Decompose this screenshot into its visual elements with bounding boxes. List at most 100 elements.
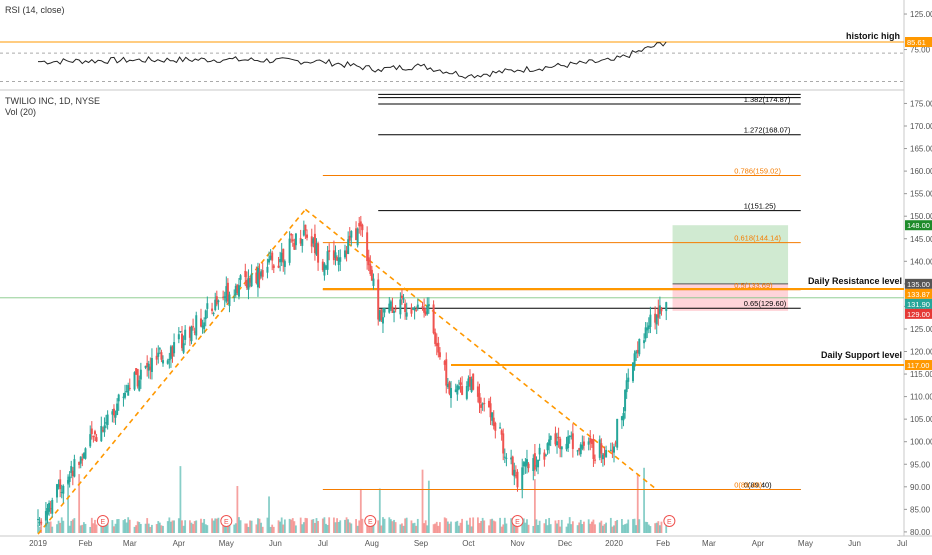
candle-body[interactable] xyxy=(412,307,415,310)
earnings-event-icon[interactable] xyxy=(511,515,524,527)
candle-body[interactable] xyxy=(46,508,49,515)
candle-body[interactable] xyxy=(587,441,590,445)
candle-body[interactable] xyxy=(206,303,209,309)
candle-body[interactable] xyxy=(658,305,661,314)
candle-body[interactable] xyxy=(446,383,449,387)
candle-body[interactable] xyxy=(116,403,119,415)
candle-body[interactable] xyxy=(560,446,563,450)
candle-body[interactable] xyxy=(260,271,263,277)
candle-body[interactable] xyxy=(139,369,142,380)
candle-body[interactable] xyxy=(244,270,247,278)
candle-body[interactable] xyxy=(105,422,108,424)
candle-body[interactable] xyxy=(533,453,536,470)
candle-body[interactable] xyxy=(92,436,95,438)
time-axis[interactable]: 2019 Feb Mar Apr May Jun Jul Aug Sep Oct Nov Dec 202… xyxy=(0,535,932,548)
candle-body[interactable] xyxy=(426,305,429,315)
candle-body[interactable] xyxy=(405,312,408,317)
candle-body[interactable] xyxy=(644,327,647,339)
candle-body[interactable] xyxy=(190,326,193,342)
candle-body[interactable] xyxy=(277,265,280,268)
candle-body[interactable] xyxy=(581,444,584,449)
candle-body[interactable] xyxy=(321,261,324,271)
candle-body[interactable] xyxy=(237,285,240,297)
candle-body[interactable] xyxy=(543,452,546,460)
candle-body[interactable] xyxy=(549,435,552,440)
candle-body[interactable] xyxy=(649,314,652,328)
candle-body[interactable] xyxy=(68,476,71,482)
candle-body[interactable] xyxy=(636,349,639,353)
candle-body[interactable] xyxy=(89,434,92,447)
candle-body[interactable] xyxy=(323,263,326,276)
candle-body[interactable] xyxy=(150,358,153,372)
candle-body[interactable] xyxy=(557,436,560,439)
candle-body[interactable] xyxy=(71,470,74,477)
candle-body[interactable] xyxy=(48,502,51,512)
candle-body[interactable] xyxy=(592,439,595,460)
candle-body[interactable] xyxy=(657,308,660,318)
candle-body[interactable] xyxy=(122,396,125,398)
candle-body[interactable] xyxy=(114,414,117,418)
candle-body[interactable] xyxy=(51,500,54,514)
candle-body[interactable] xyxy=(494,422,497,431)
candle-body[interactable] xyxy=(500,430,503,435)
candle-body[interactable] xyxy=(570,435,573,437)
candle-body[interactable] xyxy=(124,392,127,398)
candle-body[interactable] xyxy=(95,437,98,442)
candle-body[interactable] xyxy=(514,475,517,477)
candle-body[interactable] xyxy=(57,484,60,488)
candle-body[interactable] xyxy=(524,461,527,467)
candle-body[interactable] xyxy=(261,270,264,277)
candle-body[interactable] xyxy=(472,373,475,390)
candle-body[interactable] xyxy=(565,443,568,450)
candle-body[interactable] xyxy=(103,425,106,433)
candle-body[interactable] xyxy=(158,348,161,350)
candle-body[interactable] xyxy=(489,403,492,418)
candle-body[interactable] xyxy=(166,360,169,364)
candle-body[interactable] xyxy=(443,361,446,365)
candle-body[interactable] xyxy=(616,418,619,448)
candle-body[interactable] xyxy=(334,252,337,258)
candle-body[interactable] xyxy=(378,310,381,322)
candle-body[interactable] xyxy=(280,252,283,262)
candle-body[interactable] xyxy=(133,372,136,390)
candle-body[interactable] xyxy=(81,458,84,461)
candle-body[interactable] xyxy=(82,453,85,459)
candle-body[interactable] xyxy=(434,332,437,344)
profit-zone[interactable] xyxy=(672,225,789,284)
candle-body[interactable] xyxy=(328,250,331,253)
candle-body[interactable] xyxy=(112,408,115,416)
candle-body[interactable] xyxy=(201,325,204,328)
candle-body[interactable] xyxy=(60,491,63,493)
candle-body[interactable] xyxy=(223,296,226,298)
candle-body[interactable] xyxy=(101,430,104,432)
candle-body[interactable] xyxy=(160,352,163,360)
candle-body[interactable] xyxy=(144,365,147,368)
candle-body[interactable] xyxy=(268,259,271,263)
candle-body[interactable] xyxy=(660,308,663,312)
candle-body[interactable] xyxy=(499,427,502,429)
candle-body[interactable] xyxy=(138,380,141,391)
candle-body[interactable] xyxy=(625,380,628,393)
candle-body[interactable] xyxy=(470,379,473,392)
candle-body[interactable] xyxy=(421,306,424,308)
candle-body[interactable] xyxy=(239,275,242,280)
candle-body[interactable] xyxy=(171,346,174,357)
candle-body[interactable] xyxy=(521,467,524,490)
candle-body[interactable] xyxy=(215,296,218,305)
candle-body[interactable] xyxy=(347,239,350,254)
candle-body[interactable] xyxy=(40,522,43,524)
candle-body[interactable] xyxy=(136,369,139,387)
candle-body[interactable] xyxy=(266,266,269,273)
candle-body[interactable] xyxy=(250,273,253,287)
candle-body[interactable] xyxy=(381,317,384,324)
candle-body[interactable] xyxy=(117,394,120,402)
candle-body[interactable] xyxy=(578,448,581,451)
candle-body[interactable] xyxy=(249,277,252,283)
candle-body[interactable] xyxy=(538,447,541,455)
candle-body[interactable] xyxy=(454,389,457,392)
candle-body[interactable] xyxy=(476,386,479,397)
candle-body[interactable] xyxy=(245,280,248,288)
candle-body[interactable] xyxy=(313,233,316,254)
candle-body[interactable] xyxy=(456,385,459,395)
candle-body[interactable] xyxy=(70,466,73,473)
